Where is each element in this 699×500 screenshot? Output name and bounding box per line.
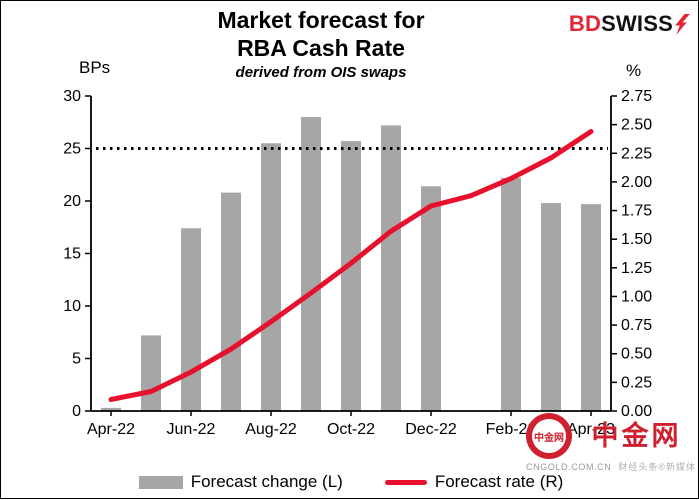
bdswiss-logo-bd: BD — [568, 11, 602, 36]
bar-apr-22 — [101, 407, 121, 411]
right-axis-tick-label: 1.25 — [621, 260, 652, 277]
legend-line-label: Forecast rate (R) — [434, 472, 564, 491]
watermark-subline: CNGOLD.COM.CN 财经头条®新媒体 — [526, 460, 696, 473]
bar-nov-22 — [381, 125, 401, 412]
legend-bar-swatch — [138, 475, 183, 489]
x-axis-tick-label: Feb-23 — [486, 421, 537, 438]
right-axis-tick-label: 2.75 — [621, 88, 652, 105]
left-axis-tick-label: 0 — [72, 403, 81, 420]
x-axis-tick-label: Jun-22 — [167, 421, 216, 438]
left-axis-tick-label: 15 — [63, 246, 81, 263]
left-axis-title: BPs — [79, 58, 111, 77]
left-axis-tick-label: 25 — [63, 141, 81, 158]
right-axis-tick-label: 2.50 — [621, 117, 652, 134]
watermark-domain: CNGOLD.COM.CN — [526, 462, 612, 472]
bar-mar-23 — [541, 203, 561, 411]
legend-line-swatch — [384, 479, 427, 485]
bar-may-22 — [141, 335, 161, 411]
bar-aug-22 — [261, 143, 281, 411]
x-axis-tick-label: Apr-22 — [87, 421, 135, 438]
bar-apr-23 — [581, 204, 601, 411]
right-axis-tick-label: 1.50 — [621, 231, 652, 248]
line-series-forecast-rate — [108, 129, 594, 402]
chart-title-line1: Market forecast for — [217, 7, 425, 33]
left-axis-tick-label: 5 — [72, 351, 81, 368]
right-axis-tick-label: 0.50 — [621, 346, 652, 363]
bar-jul-22 — [221, 192, 241, 411]
bar-sep-22 — [301, 117, 321, 411]
cngold-seal-text: 中金网 — [532, 419, 567, 453]
legend-bar-label: Forecast change (L) — [190, 472, 343, 491]
bdswiss-logo: BD SWISS — [569, 11, 690, 37]
right-axis-title: % — [626, 61, 642, 80]
x-axis-tick-label: Oct-22 — [327, 421, 375, 438]
right-axis-tick-label: 0.25 — [621, 374, 652, 391]
chart-title-line2: RBA Cash Rate — [237, 35, 405, 61]
watermark-tagline: 财经头条®新媒体 — [618, 462, 696, 472]
legend: Forecast change (L) Forecast rate (R) — [91, 472, 611, 492]
right-axis-tick-label: 1.00 — [621, 288, 652, 305]
left-axis-tick-label: 20 — [63, 193, 81, 210]
chart-header: Market forecast for RBA Cash Rate derive… — [91, 6, 551, 83]
right-axis-tick-label: 0.75 — [621, 317, 652, 334]
right-axis-tick-label: 2.00 — [621, 174, 652, 191]
chart-subtitle: derived from OIS swaps — [235, 64, 407, 81]
bar-jun-22 — [181, 228, 201, 411]
bar-dec-22 — [421, 186, 441, 411]
cngold-seal-icon: 中金网 — [526, 413, 573, 459]
x-axis-tick-label: Aug-22 — [245, 421, 297, 438]
right-axis-tick-label: 2.25 — [621, 145, 652, 162]
bdswiss-logo-swiss: SWISS — [601, 11, 673, 36]
x-axis-tick-label: Dec-22 — [405, 421, 457, 438]
bar-series-forecast-change — [101, 117, 601, 412]
left-axis-tick-label: 30 — [63, 88, 81, 105]
bar-feb-23 — [501, 177, 521, 411]
x-axis-tick-label: Apr-23 — [567, 421, 615, 438]
bdswiss-bolt-icon — [675, 13, 690, 35]
right-axis-tick-label: 0.00 — [621, 403, 652, 420]
right-axis-tick-label: 1.75 — [621, 203, 652, 220]
left-axis-tick-label: 10 — [63, 298, 81, 315]
bar-oct-22 — [341, 141, 361, 411]
watermark-brand-name: 中金网 — [591, 421, 682, 451]
cngold-watermark: 中金网 中金网 CNGOLD.COM.CN 财经头条®新媒体 — [526, 413, 696, 473]
